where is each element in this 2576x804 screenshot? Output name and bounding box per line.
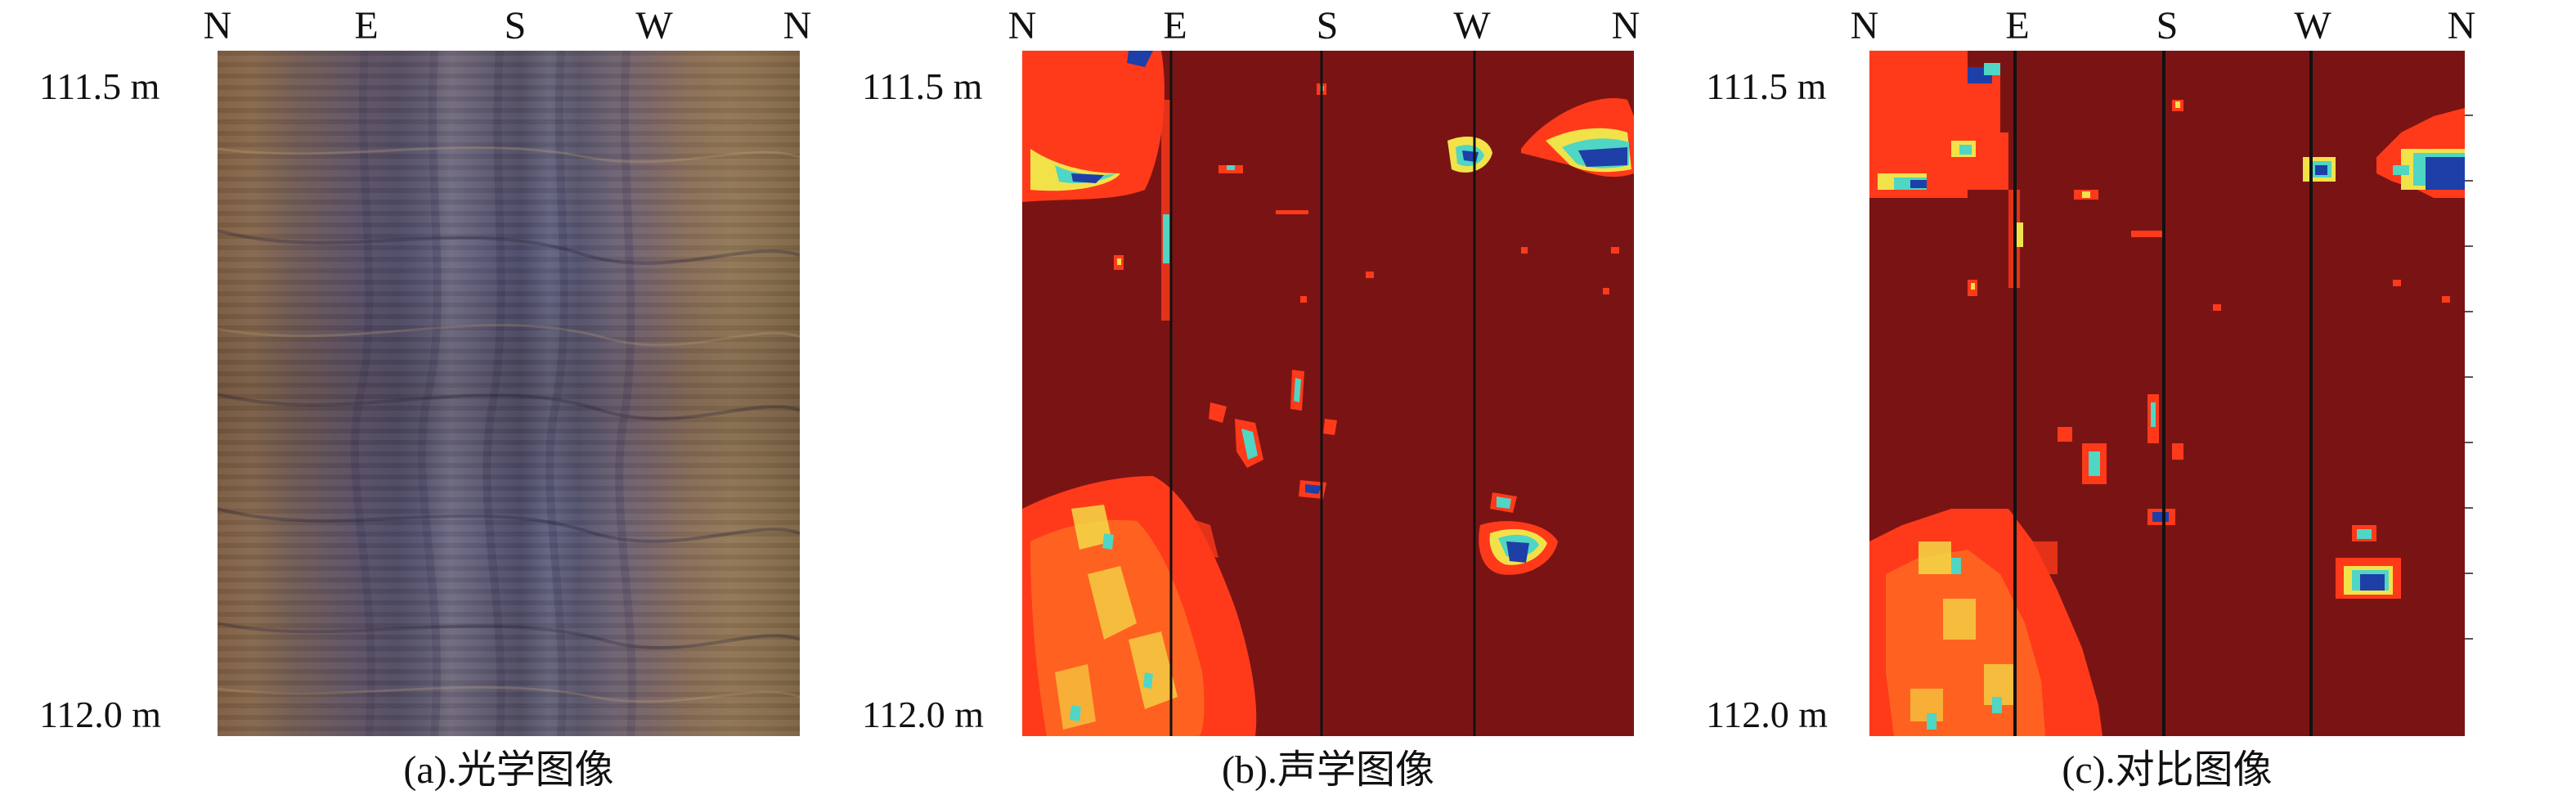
compass-w: W [2294,4,2331,47]
compass-n-right: N [783,4,812,47]
compass-n-right: N [2447,4,2476,47]
compass-n-left: N [1008,4,1037,47]
compass-e: E [1163,4,1187,47]
caption-acoustic: (b).声学图像 [1222,748,1434,792]
compass-e: E [2005,4,2030,47]
comparison-borehole-image [1869,51,2465,736]
depth-bottom-label: 112.0 m [1706,694,1829,735]
panel-comparison: N E S W N 111.5 m 112.0 m [1668,0,2576,804]
depth-bottom-label: 112.0 m [39,694,162,735]
depth-bottom-label: 112.0 m [862,694,985,735]
acoustic-anomalies [1022,51,1634,736]
optical-texture-overlay [218,51,800,736]
optical-bedding-layers [218,51,800,736]
depth-top-label: 111.5 m [1706,65,1827,107]
caption-comparison: (c).对比图像 [2062,748,2273,792]
compass-w: W [1453,4,1491,47]
compass-s: S [2156,4,2179,47]
compass-n-right: N [1611,4,1640,47]
compass-n-left: N [1850,4,1879,47]
compass-s: S [1316,4,1339,47]
compass-n-left: N [203,4,232,47]
comparison-anomalies [1869,51,2465,736]
compass-w: W [635,4,673,47]
caption-optical: (a).光学图像 [403,748,614,792]
optical-borehole-image [218,51,800,736]
panel-optical: N E S W N 111.5 m 112.0 m [0,0,826,804]
depth-top-label: 111.5 m [862,65,983,107]
anomaly-top-left [1869,51,2008,198]
compass-e: E [354,4,379,47]
acoustic-borehole-image [1022,51,1634,736]
compass-s: S [504,4,527,47]
depth-top-label: 111.5 m [39,65,160,107]
panel-acoustic: N E S W N 111.5 m 112.0 m [826,0,1668,804]
